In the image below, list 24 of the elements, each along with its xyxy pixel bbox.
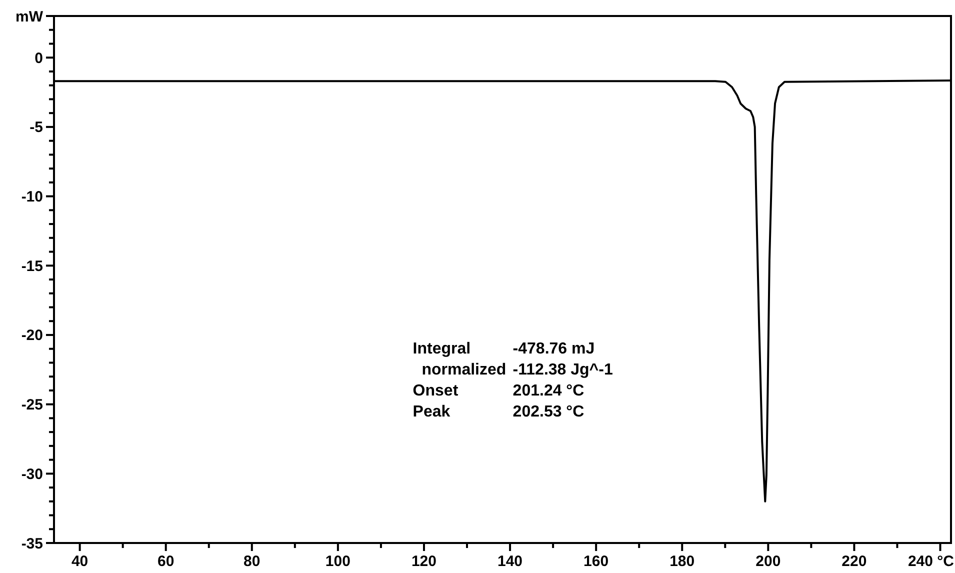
y-tick-label: -10 bbox=[21, 188, 43, 206]
y-tick-label: -30 bbox=[21, 466, 43, 483]
text: Peak 202.53 °C bbox=[412, 403, 584, 420]
x-tick-label: 240 °C bbox=[908, 553, 954, 570]
x-tick-label: 200 bbox=[756, 553, 781, 570]
y-tick-label: mW bbox=[16, 8, 44, 26]
x-tick-label: 120 bbox=[411, 553, 436, 570]
y-tick-label: -35 bbox=[21, 535, 43, 552]
text: Integral -478.76 mJ bbox=[412, 340, 595, 358]
y-tick-label: -15 bbox=[21, 258, 43, 275]
x-tick-label: 160 bbox=[584, 553, 609, 570]
y-tick-label: -25 bbox=[21, 396, 43, 414]
y-tick-label: -20 bbox=[21, 327, 43, 344]
x-tick-label: 60 bbox=[158, 553, 174, 570]
x-tick-label: 100 bbox=[325, 553, 350, 570]
y-tick-label: -5 bbox=[30, 119, 43, 136]
x-tick-label: 180 bbox=[670, 553, 695, 570]
x-tick-label: 40 bbox=[71, 553, 88, 570]
x-tick-label: 80 bbox=[244, 553, 260, 570]
text: Onset 201.24 °C bbox=[412, 382, 584, 400]
x-tick-label: 220 bbox=[842, 553, 867, 570]
x-tick-label: 140 bbox=[498, 553, 523, 570]
y-tick-label: 0 bbox=[34, 50, 43, 67]
annotation: normalized -112.38 Jg^-1 bbox=[412, 361, 613, 378]
